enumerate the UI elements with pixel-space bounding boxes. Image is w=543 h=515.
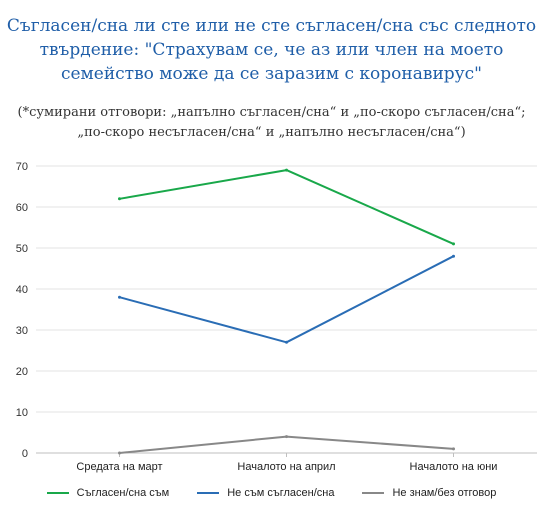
y-tick-label: 50 xyxy=(16,243,28,255)
legend-swatch xyxy=(46,492,69,494)
y-tick-label: 60 xyxy=(16,202,28,214)
data-point xyxy=(285,340,288,344)
chart-subtitle: (*сумирани отговори: „напълно съгласен/с… xyxy=(17,105,526,140)
y-tick-label: 0 xyxy=(22,448,28,460)
x-tick-label: Средата на март xyxy=(76,461,162,473)
legend-label: Не съм съгласен/сна xyxy=(227,487,335,499)
legend-swatch xyxy=(197,492,220,494)
series-line xyxy=(118,255,455,344)
chart-legend: Съгласен/сна съм Не съм съгласен/сна Не зн… xyxy=(0,487,543,499)
data-point xyxy=(118,295,121,299)
y-tick-label: 40 xyxy=(16,284,28,296)
legend-label: Съгласен/сна съм xyxy=(76,487,170,499)
y-tick-label: 70 xyxy=(16,161,28,173)
data-point xyxy=(285,168,288,172)
data-point xyxy=(452,242,455,246)
series-line xyxy=(118,435,455,454)
y-tick-label: 30 xyxy=(16,325,28,337)
chart-title: Съгласен/сна ли сте или не сте съгласен/… xyxy=(6,16,537,84)
legend-swatch xyxy=(362,492,385,494)
legend-label: Не знам/без отговор xyxy=(392,487,497,499)
x-tick-label: Началото на юни xyxy=(410,461,498,473)
data-point xyxy=(118,197,121,201)
y-tick-label: 20 xyxy=(16,366,28,378)
legend-item: Съгласен/сна съм xyxy=(46,487,170,499)
legend-item: Не знам/без отговор xyxy=(362,487,496,499)
y-tick-label: 10 xyxy=(16,407,28,419)
x-tick-label: Началото на април xyxy=(237,461,335,473)
legend-item: Не съм съгласен/сна xyxy=(197,487,334,499)
data-point xyxy=(118,451,121,455)
data-point xyxy=(452,447,455,451)
data-point xyxy=(285,435,288,439)
data-point xyxy=(452,254,455,258)
